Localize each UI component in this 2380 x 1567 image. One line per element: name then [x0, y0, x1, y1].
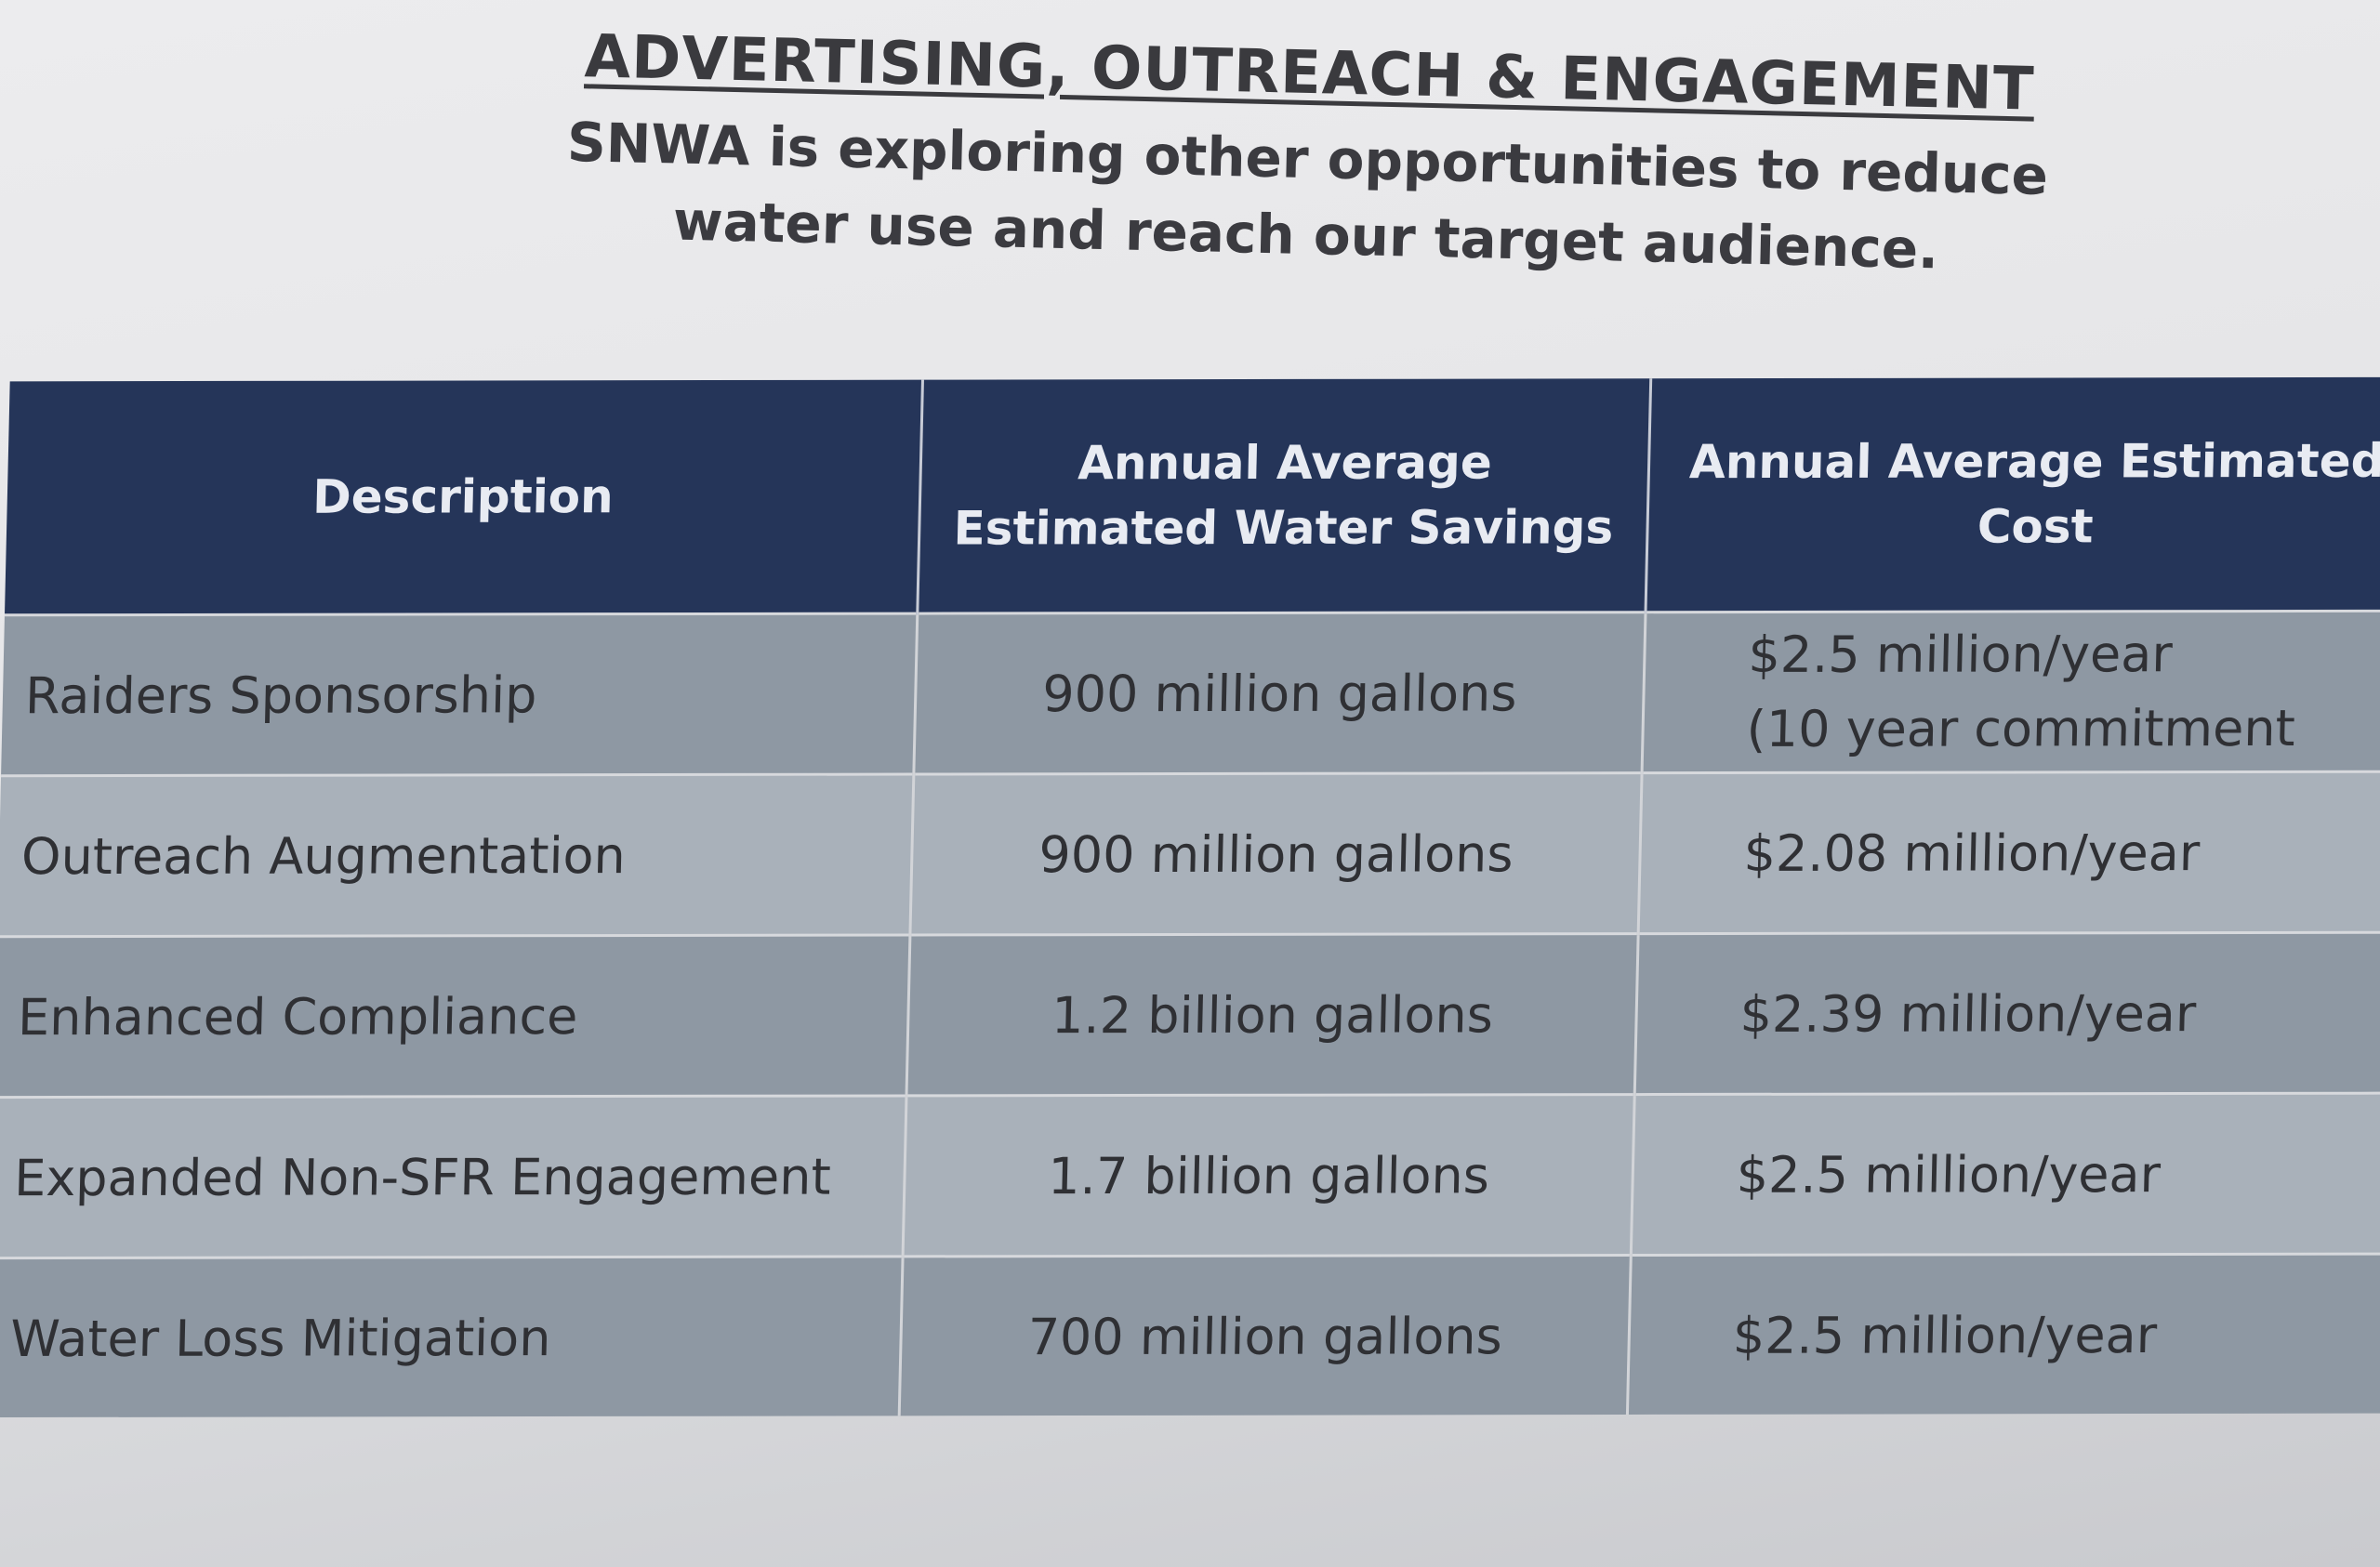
programs-table: Description Annual Average Estimated Wat…: [0, 376, 2380, 1418]
row-cost: $2.5 million/year: [1631, 1093, 2380, 1256]
row-cost: $2.39 million/year: [1634, 932, 2380, 1095]
row-description: Raiders Sponsorship: [1, 613, 918, 776]
row-description: Water Loss Mitigation: [0, 1256, 904, 1418]
row-savings: 700 million gallons: [899, 1255, 1632, 1416]
table-header: Description Annual Average Estimated Wat…: [4, 376, 2380, 615]
row-description: Enhanced Compliance: [0, 934, 910, 1098]
row-cost: $2.5 million/year: [1627, 1254, 2380, 1415]
row-cost-value: $2.5 million/year: [1747, 625, 2174, 684]
header-savings: Annual Average Estimated Water Savings: [917, 378, 1651, 614]
table-row: Water Loss Mitigation 700 million gallon…: [0, 1254, 2380, 1418]
row-cost-note: (10 year commitment: [1745, 698, 2296, 758]
row-cost: $2.08 million/year: [1638, 771, 2380, 934]
row-savings: 1.2 billion gallons: [906, 933, 1639, 1096]
table-row: Outreach Augmentation 900 million gallon…: [0, 771, 2380, 937]
table-row: Raiders Sponsorship 900 million gallons …: [1, 611, 2380, 776]
document-subtitle: SNWA is exploring other opportunities to…: [515, 103, 2098, 292]
row-description: Expanded Non-SFR Engagement: [0, 1095, 906, 1258]
row-cost: $2.5 million/year (10 year commitment: [1642, 611, 2380, 773]
row-savings: 900 million gallons: [909, 772, 1643, 935]
header-description: Description: [4, 379, 923, 615]
row-description: Outreach Augmentation: [0, 774, 914, 937]
header-cost: Annual Average Estimated Cost: [1646, 376, 2380, 612]
table-row: Enhanced Compliance 1.2 billion gallons …: [0, 932, 2380, 1098]
table-body: Raiders Sponsorship 900 million gallons …: [0, 611, 2380, 1418]
table-row: Expanded Non-SFR Engagement 1.7 billion …: [0, 1093, 2380, 1258]
row-savings: 900 million gallons: [913, 612, 1646, 775]
heading-block: ADVERTISING, OUTREACH & ENGAGEMENT SNWA …: [515, 12, 2101, 292]
header-row: Description Annual Average Estimated Wat…: [4, 376, 2380, 615]
row-savings: 1.7 billion gallons: [903, 1094, 1635, 1257]
